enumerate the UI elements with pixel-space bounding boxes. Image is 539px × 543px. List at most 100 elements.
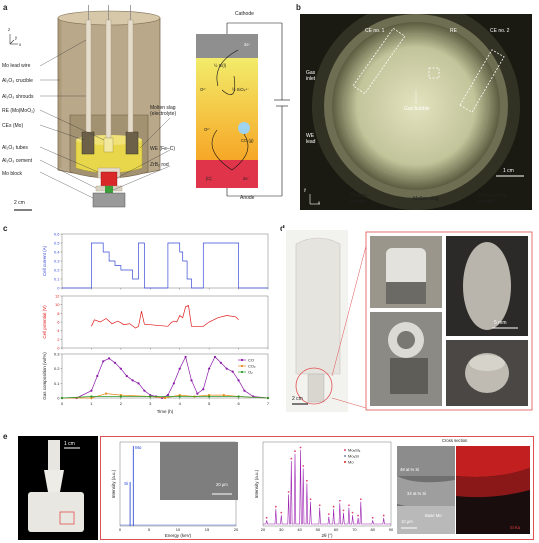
xrd-peak-marker-15 xyxy=(348,504,350,507)
label-mo-lead: Mo lead wire xyxy=(2,63,31,69)
ytick-label-current: 0.5 xyxy=(54,241,60,246)
ytick-label-current: 0.4 xyxy=(54,250,60,255)
xtick-label-time: 2 xyxy=(120,401,123,406)
xrd-peak-marker-13 xyxy=(338,499,341,502)
zoom-frame-e xyxy=(100,436,534,540)
xrd-xtick-label: 20 xyxy=(261,527,266,532)
legend-label-1: CO₂ xyxy=(248,364,256,369)
label-al-cement: Al₂O₃ cement xyxy=(2,158,33,164)
co-bubble xyxy=(238,122,250,134)
xtick-label-time: 0 xyxy=(61,401,64,406)
photo-label-ce2: CE no. 2 xyxy=(490,28,510,34)
cross-section-bse xyxy=(397,446,455,534)
series-point-gas-0 xyxy=(119,367,122,370)
series-point-gas-0 xyxy=(208,367,211,370)
mo-block xyxy=(92,192,126,208)
photo-label-molten-slag: Molten slag xyxy=(413,196,439,202)
zoom-frame xyxy=(365,231,533,411)
series-point-gas-0 xyxy=(131,379,134,382)
label-mo-block: Mo block xyxy=(2,171,23,177)
panel-letter-a: a xyxy=(3,3,8,12)
xrd-legend-marker-1 xyxy=(344,455,346,457)
series-point-gas-0 xyxy=(102,360,105,363)
series-line-current-0 xyxy=(62,242,268,289)
cross-map-label: Si Ka xyxy=(510,525,521,530)
axis-label-z: z xyxy=(8,27,11,32)
photo-axis-y: y xyxy=(304,187,307,192)
photo-label-containment: Containment crucible xyxy=(478,193,507,205)
schematic-o2-mid: O²⁻ xyxy=(204,127,211,132)
xrd-peak-marker-18 xyxy=(359,498,362,501)
xrd-peak-marker-14 xyxy=(342,509,345,512)
cross-section-title: Cross section xyxy=(442,438,468,443)
series-point-gas-2 xyxy=(60,396,64,400)
series-point-gas-1 xyxy=(222,393,225,397)
ytick-label-gas: 0 xyxy=(57,396,60,401)
xlabel-time: Time (h) xyxy=(157,409,174,414)
series-point-gas-0 xyxy=(96,374,99,378)
series-point-gas-0 xyxy=(231,370,234,373)
counter-electrode-left xyxy=(81,131,95,155)
schematic-co-g: CO (g) xyxy=(241,138,254,143)
xrd-peak-marker-7 xyxy=(302,465,305,467)
electrode-photo-e xyxy=(18,436,98,540)
series-point-gas-0 xyxy=(184,355,187,359)
label-al-shrouds: Al₂O₃ shrouds xyxy=(2,94,34,100)
ytick-label-current: 0.1 xyxy=(54,277,60,282)
xrd-xtick-label: 70 xyxy=(352,527,357,532)
ylabel-potential: Cell potential (V) xyxy=(42,305,47,339)
eds-xtick-label: 10 xyxy=(176,527,181,532)
electrolyte-zone xyxy=(196,58,258,170)
xrd-peak-marker-9 xyxy=(309,498,312,501)
xrd-xtick-label: 60 xyxy=(334,527,339,532)
ylabel-current: Cell current (A) xyxy=(42,245,47,276)
mo-lead-wires xyxy=(88,5,131,20)
xrd-peak-marker-2 xyxy=(280,511,283,514)
xtick-label-time: 1 xyxy=(90,401,93,406)
series-point-gas-0 xyxy=(113,361,117,364)
axis-indicator xyxy=(9,34,18,45)
xrd-peak-marker-10 xyxy=(318,504,321,507)
scale-label-d-right: 5 mm xyxy=(494,320,507,326)
schematic-2e-top: 2e⁻ xyxy=(244,42,251,47)
ytick-label-potential: 2 xyxy=(57,337,60,342)
eds-xtick-label: 15 xyxy=(205,527,210,532)
series-point-gas-0 xyxy=(243,389,246,392)
series-point-gas-0 xyxy=(178,367,181,370)
series-point-gas-2 xyxy=(119,395,122,398)
sem-image xyxy=(160,442,238,500)
xrd-peak-marker-12 xyxy=(332,505,335,508)
series-point-gas-2 xyxy=(208,395,211,398)
label-re: RE (Mo|MoO₂) xyxy=(2,108,35,114)
plot-frame-current xyxy=(61,233,269,289)
series-line-potential-0 xyxy=(91,304,239,329)
schematic-half-si: ½ Si(l) xyxy=(214,63,227,68)
photo-label-we-lead: WE lead xyxy=(306,133,316,145)
legend-label-2: O₂ xyxy=(248,370,253,375)
series-point-gas-2 xyxy=(237,395,240,398)
re-outline xyxy=(428,67,440,79)
series-line-gas-2 xyxy=(61,396,269,399)
xrd-peak-marker-6 xyxy=(299,446,302,449)
series-point-gas-2 xyxy=(266,396,270,400)
series-point-gas-0 xyxy=(225,367,228,370)
eds-peak-label-0: Si xyxy=(124,481,128,486)
ytick-label-gas: 0.3 xyxy=(54,352,60,357)
legend-marker-1 xyxy=(240,364,244,368)
xrd-xtick-label: 90 xyxy=(389,527,394,532)
xrd-peak-marker-1 xyxy=(274,505,277,508)
ytick-label-potential: 0 xyxy=(57,346,60,351)
xrd-peak-marker-19 xyxy=(371,516,374,519)
label-zrb2: ZrB₂ rod xyxy=(150,162,169,168)
cross-label-34: 34 at.% Si xyxy=(407,491,427,496)
series-point-gas-0 xyxy=(137,382,140,385)
legend-marker-2 xyxy=(240,370,244,374)
scale-label-d-left: 2 cm xyxy=(292,396,303,402)
ytick-label-current: 0.3 xyxy=(54,259,60,264)
series-point-gas-0 xyxy=(125,374,128,378)
xrd-peak-marker-4 xyxy=(290,457,293,460)
xrd-legend-marker-2 xyxy=(344,461,346,463)
schematic-2e-bottom: 2e⁻ xyxy=(243,176,250,181)
panel-letter-c: c xyxy=(3,224,8,233)
reaction-schematic xyxy=(196,22,290,197)
